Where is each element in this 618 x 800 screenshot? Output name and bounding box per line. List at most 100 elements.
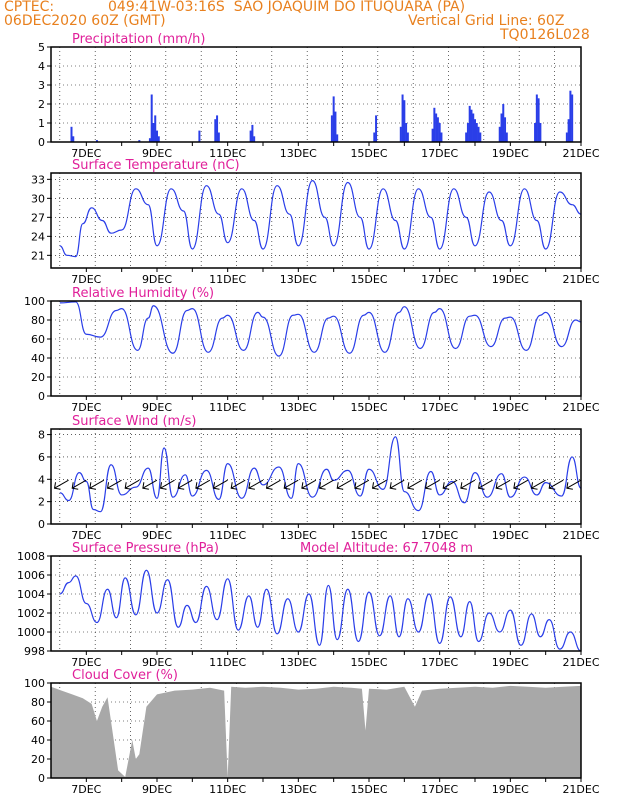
panel-2-xtick-label: 21DEC	[562, 401, 599, 414]
wind-arrow	[124, 479, 140, 489]
panel-1-frame	[50, 172, 582, 269]
panel-0-ytick-label: 0	[38, 136, 45, 149]
precip-bar	[373, 132, 376, 142]
panel-0-title: Precipitation (mm/h)	[72, 32, 205, 47]
wind-arrow-head	[548, 482, 556, 490]
precip-bar	[157, 136, 160, 142]
panel-0-ytick-label: 2	[38, 98, 45, 111]
header-run: 06DEC2020 60Z (GMT)	[4, 13, 166, 29]
panel-3-xtick-label: 11DEC	[209, 529, 246, 542]
panel-5-xtick-label: 13DEC	[280, 783, 317, 796]
wind-arrow-head	[389, 482, 397, 490]
precip-bar	[72, 136, 75, 142]
wind-arrow	[89, 479, 105, 489]
precip-bar	[138, 140, 141, 142]
wind-arrow	[425, 479, 440, 489]
wind-arrow-head	[177, 482, 185, 490]
precip-bar	[332, 96, 335, 142]
wind-arrow-head	[354, 482, 361, 490]
panel-4-xtick-label: 19DEC	[492, 656, 529, 669]
precip-bar	[500, 113, 503, 142]
panel-4-xtick-label: 9DEC	[142, 656, 172, 669]
wind-arrow	[230, 479, 246, 489]
panel-0-xtick-label: 7DEC	[71, 147, 101, 160]
panel-2-ytick-label: 80	[31, 314, 45, 327]
panel-0-xtick-label: 11DEC	[209, 147, 246, 160]
wind-arrow-head	[442, 482, 450, 490]
precip-bar	[433, 107, 436, 142]
panel-4-xtick-label: 11DEC	[209, 656, 246, 669]
panel-5-ytick-label: 60	[31, 715, 45, 728]
panel-1-xtick-label: 15DEC	[350, 273, 387, 286]
panel-5-xtick-label: 7DEC	[71, 783, 101, 796]
panel-2-frame	[50, 300, 582, 397]
header-location: 049:41W-03:16S SAO JOAQUIM DO ITUQUARA (…	[108, 0, 466, 15]
precip-bar	[470, 109, 473, 142]
precip-bar	[440, 132, 443, 142]
wind-arrow	[478, 479, 493, 489]
precip-bar	[150, 94, 153, 142]
cloud-cover-area	[51, 685, 581, 778]
panel-0-ytick-label: 5	[38, 41, 45, 54]
precip-bar	[148, 138, 151, 142]
wind-arrow-head	[371, 482, 379, 490]
panel-5-ytick-label: 100	[24, 677, 45, 690]
panel-1-ytick-label: 30	[31, 192, 45, 205]
wind-arrow-head	[212, 482, 220, 490]
panel-0-frame	[50, 46, 582, 143]
wind-arrow-head	[530, 482, 538, 490]
series-line-2	[59, 301, 582, 357]
panel-2-xtick-label: 13DEC	[280, 401, 317, 414]
precip-bar	[502, 104, 505, 142]
panel-5-frame	[50, 682, 582, 779]
precip-bar	[216, 115, 219, 142]
panel-5-xtick-label: 15DEC	[350, 783, 387, 796]
wind-arrow	[71, 479, 87, 489]
wind-arrow-head	[424, 482, 432, 490]
panel-2-title: Relative Humidity (%)	[72, 286, 214, 301]
wind-arrow-head	[142, 482, 149, 490]
panel-4-xtick-label: 7DEC	[71, 656, 101, 669]
precip-bar	[571, 94, 574, 142]
panel-2-ytick-label: 0	[38, 390, 45, 403]
panel-3-ytick-label: 8	[38, 429, 45, 442]
precip-bar	[535, 94, 538, 142]
precip-bar	[249, 130, 252, 142]
series-line-4	[59, 569, 582, 652]
wind-arrow-head	[283, 482, 291, 490]
panel-1-ytick-label: 33	[31, 173, 45, 186]
panel-1-xtick-label: 11DEC	[209, 273, 246, 286]
panel-0-xtick-label: 17DEC	[421, 147, 458, 160]
panel-5-title: Cloud Cover (%)	[72, 668, 178, 683]
panel-1-xtick-label: 7DEC	[71, 273, 101, 286]
panel-5-ytick-label: 0	[38, 772, 45, 785]
panel-0-ytick-label: 4	[38, 60, 45, 73]
precip-bar	[465, 132, 468, 142]
panel-0-xtick-label: 19DEC	[492, 147, 529, 160]
precip-bar	[438, 123, 441, 142]
panel-5-ytick-label: 80	[31, 696, 45, 709]
panel-3-xtick-label: 13DEC	[280, 529, 317, 542]
wind-arrow	[407, 479, 423, 489]
precip-bar	[95, 140, 98, 142]
wind-arrow	[195, 479, 211, 489]
panel-1-ytick-label: 27	[31, 211, 45, 224]
wind-arrow	[266, 479, 281, 489]
panel-1-ytick-label: 24	[31, 230, 45, 243]
wind-arrow	[460, 479, 476, 489]
panel-0-ytick-label: 3	[38, 79, 45, 92]
precip-bar	[498, 126, 501, 142]
precip-bar	[70, 126, 73, 142]
panel-4-ytick-label: 1008	[17, 550, 45, 563]
precip-bar	[198, 130, 201, 142]
panel-3-ytick-label: 0	[38, 518, 45, 531]
precip-bar	[435, 113, 438, 142]
wind-arrow-head	[460, 482, 467, 490]
precip-bar	[505, 132, 508, 142]
wind-arrow	[495, 479, 511, 489]
panel-4-ytick-label: 998	[24, 645, 45, 658]
wind-arrow-head	[336, 482, 344, 490]
panel-2-xtick-label: 9DEC	[142, 401, 172, 414]
wind-arrow-head	[301, 482, 308, 490]
precip-bar	[334, 111, 337, 142]
